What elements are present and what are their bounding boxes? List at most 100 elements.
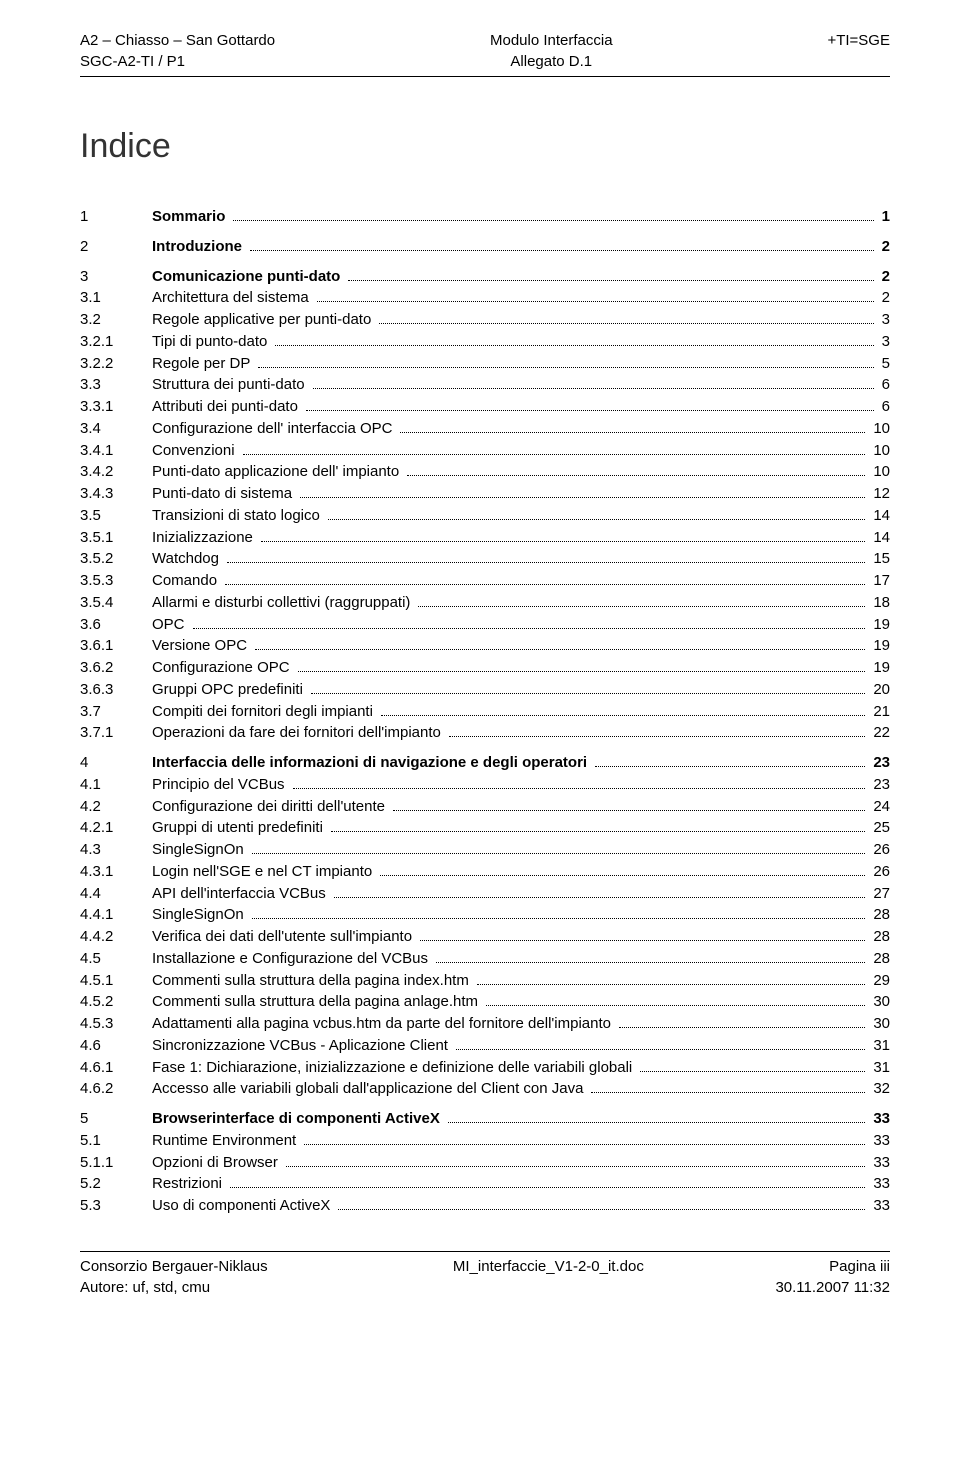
toc-page: 26 xyxy=(869,839,890,861)
toc-page: 17 xyxy=(869,570,890,592)
toc-entry: 4.2.1Gruppi di utenti predefiniti 25 xyxy=(80,817,890,839)
toc-page: 21 xyxy=(869,701,890,723)
toc-entry: 4.3.1Login nell'SGE e nel CT impianto26 xyxy=(80,861,890,883)
toc-number: 3.4.2 xyxy=(80,461,152,483)
toc-entry: 4Interfaccia delle informazioni di navig… xyxy=(80,752,890,774)
toc-page: 25 xyxy=(869,817,890,839)
header-center: Modulo Interfaccia Allegato D.1 xyxy=(490,30,613,72)
toc-title: SingleSignOn xyxy=(152,839,248,861)
toc-title: Principio del VCBus xyxy=(152,774,289,796)
toc-page: 2 xyxy=(878,266,890,288)
toc-entry: 2Introduzione2 xyxy=(80,236,890,258)
toc-number: 4.3 xyxy=(80,839,152,861)
toc-page: 23 xyxy=(869,774,890,796)
toc-page: 18 xyxy=(869,592,890,614)
toc-leader xyxy=(448,1122,865,1123)
toc-page: 12 xyxy=(869,483,890,505)
toc-number: 4.2.1 xyxy=(80,817,152,839)
toc-entry: 4.4.2Verifica dei dati dell'utente sull'… xyxy=(80,926,890,948)
toc-title: Punti-dato applicazione dell' impianto xyxy=(152,461,403,483)
toc-page: 33 xyxy=(869,1195,890,1217)
toc-entry: 3.5.3Comando17 xyxy=(80,570,890,592)
toc-page: 31 xyxy=(869,1057,890,1079)
toc-title: Verifica dei dati dell'utente sull'impia… xyxy=(152,926,416,948)
toc-title: Convenzioni xyxy=(152,440,239,462)
toc-number: 3.5.1 xyxy=(80,527,152,549)
toc-page: 32 xyxy=(869,1078,890,1100)
toc-page: 5 xyxy=(878,353,890,375)
toc-page: 2 xyxy=(878,287,890,309)
toc-entry: 1Sommario1 xyxy=(80,206,890,228)
toc-page: 27 xyxy=(869,883,890,905)
toc-leader xyxy=(243,454,866,455)
toc-leader xyxy=(193,628,866,629)
toc-title: Architettura del sistema xyxy=(152,287,313,309)
toc-number: 3.6.3 xyxy=(80,679,152,701)
toc-leader xyxy=(250,250,874,251)
toc-title: Gruppi di utenti predefiniti xyxy=(152,817,327,839)
toc-number: 3.3.1 xyxy=(80,396,152,418)
toc-entry: 5.1.1Opzioni di Browser33 xyxy=(80,1152,890,1174)
header-left-line2: SGC-A2-TI / P1 xyxy=(80,51,275,72)
toc-title: Login nell'SGE e nel CT impianto xyxy=(152,861,376,883)
toc-entry: 5.1Runtime Environment33 xyxy=(80,1130,890,1152)
toc-leader xyxy=(338,1209,865,1210)
toc-number: 3.7 xyxy=(80,701,152,723)
toc-leader xyxy=(258,367,873,368)
toc-number: 3.5.4 xyxy=(80,592,152,614)
footer-right-line2: 30.11.2007 11:32 xyxy=(775,1277,890,1298)
toc-entry: 4.2Configurazione dei diritti dell'utent… xyxy=(80,796,890,818)
toc-number: 5.1 xyxy=(80,1130,152,1152)
toc-page: 30 xyxy=(869,991,890,1013)
toc-page: 3 xyxy=(878,309,890,331)
toc-entry: 4.3SingleSignOn 26 xyxy=(80,839,890,861)
toc-leader xyxy=(233,220,873,221)
toc-entry: 4.1Principio del VCBus23 xyxy=(80,774,890,796)
table-of-contents: 1Sommario12Introduzione23Comunicazione p… xyxy=(80,206,890,1217)
toc-leader xyxy=(261,541,865,542)
toc-title: Comando xyxy=(152,570,221,592)
toc-title: Punti-dato di sistema xyxy=(152,483,296,505)
toc-entry: 4.6.1Fase 1: Dichiarazione, inizializzaz… xyxy=(80,1057,890,1079)
toc-entry: 3.5.1Inizializzazione14 xyxy=(80,527,890,549)
toc-entry: 3.6OPC19 xyxy=(80,614,890,636)
toc-title: Accesso alle variabili globali dall'appl… xyxy=(152,1078,587,1100)
toc-number: 3 xyxy=(80,266,152,288)
toc-gap xyxy=(80,1100,890,1108)
toc-entry: 3.3Struttura dei punti-dato6 xyxy=(80,374,890,396)
toc-entry: 5.3Uso di componenti ActiveX33 xyxy=(80,1195,890,1217)
toc-entry: 3.7.1Operazioni da fare dei fornitori de… xyxy=(80,722,890,744)
toc-entry: 3.5.4Allarmi e disturbi collettivi (ragg… xyxy=(80,592,890,614)
toc-entry: 3.6.1Versione OPC19 xyxy=(80,635,890,657)
page-title: Indice xyxy=(80,127,890,166)
toc-leader xyxy=(449,736,865,737)
toc-entry: 3.6.3Gruppi OPC predefiniti20 xyxy=(80,679,890,701)
toc-entry: 4.5.2Commenti sulla struttura della pagi… xyxy=(80,991,890,1013)
toc-entry: 3.7Compiti dei fornitori degli impianti2… xyxy=(80,701,890,723)
toc-number: 3.2 xyxy=(80,309,152,331)
toc-title: SingleSignOn xyxy=(152,904,248,926)
toc-entry: 4.6Sincronizzazione VCBus - Aplicazione … xyxy=(80,1035,890,1057)
toc-entry: 3.4Configurazione dell' interfaccia OPC1… xyxy=(80,418,890,440)
toc-page: 33 xyxy=(869,1173,890,1195)
toc-leader xyxy=(255,649,865,650)
toc-number: 4.4 xyxy=(80,883,152,905)
toc-page: 6 xyxy=(878,374,890,396)
toc-title: Configurazione OPC xyxy=(152,657,294,679)
toc-number: 3.1 xyxy=(80,287,152,309)
toc-leader xyxy=(400,432,865,433)
toc-leader xyxy=(230,1187,865,1188)
toc-leader xyxy=(619,1027,865,1028)
toc-page: 29 xyxy=(869,970,890,992)
document-page: A2 – Chiasso – San Gottardo SGC-A2-TI / … xyxy=(0,0,960,1328)
toc-number: 4.6.2 xyxy=(80,1078,152,1100)
toc-leader xyxy=(300,497,865,498)
toc-title: Attributi dei punti-dato xyxy=(152,396,302,418)
toc-page: 33 xyxy=(869,1152,890,1174)
toc-title: Inizializzazione xyxy=(152,527,257,549)
header-left: A2 – Chiasso – San Gottardo SGC-A2-TI / … xyxy=(80,30,275,72)
footer-right-line1: Pagina iii xyxy=(829,1256,890,1277)
toc-number: 4 xyxy=(80,752,152,774)
toc-number: 3.4.1 xyxy=(80,440,152,462)
toc-title: Commenti sulla struttura della pagina in… xyxy=(152,970,473,992)
